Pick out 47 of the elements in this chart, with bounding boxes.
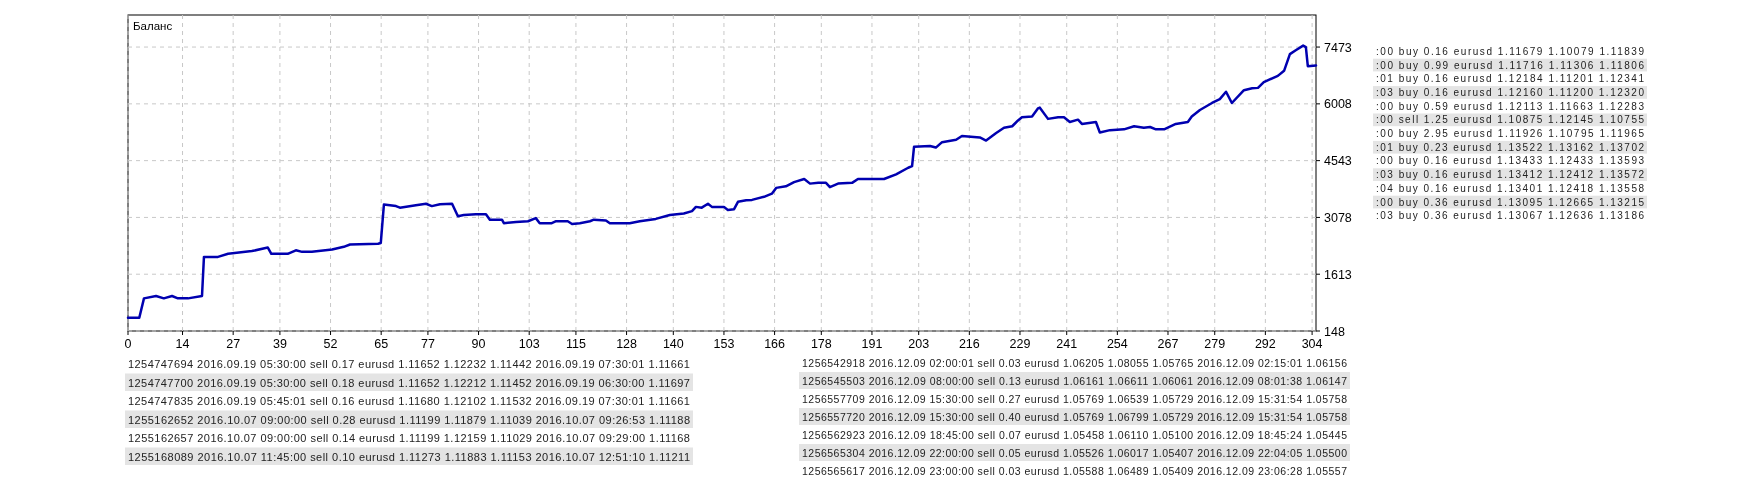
- x-tick-label: 90: [471, 337, 486, 351]
- text: 1256557709 2016.12.09 15:30:00 sell 0.27 eurusd 1.05769 1.06539 1.05729 2016.12.09 15:31:54 1.05758: [802, 392, 1348, 405]
- x-tick-label: 203: [908, 337, 930, 351]
- y-tick-label: 1613: [1324, 267, 1352, 282]
- text: :00 buy 0.16 eurusd 1.11679 1.10079 1.11839: [1376, 45, 1645, 57]
- y-tick-label: 148: [1324, 324, 1345, 339]
- text: :00 buy 0.16 eurusd 1.13433 1.12433 1.13593: [1376, 155, 1645, 167]
- x-tick-label: 229: [1009, 337, 1031, 351]
- x-tick-label: 279: [1204, 337, 1226, 351]
- x-tick-label: 292: [1254, 337, 1276, 351]
- x-tick-label: 140: [662, 337, 684, 351]
- x-tick-label: 128: [616, 337, 638, 351]
- line-series: [126, 44, 1318, 319]
- x-tick-label: 39: [272, 337, 287, 351]
- x-tick-label: 52: [323, 337, 338, 351]
- y-tick-label: 3078: [1324, 210, 1352, 225]
- text: 1256562923 2016.12.09 18:45:00 sell 0.07 eurusd 1.05458 1.06110 1.05100 2016.12.09 18:45:24 1.05445: [802, 428, 1348, 441]
- x-tick-label: 115: [565, 337, 586, 351]
- chart-title: Баланс: [133, 20, 173, 32]
- x-tick-label: 267: [1157, 337, 1179, 351]
- x-tick-label: 0: [124, 337, 132, 351]
- text: 1255162657 2016.10.07 09:00:00 sell 0.14 eurusd 1.11199 1.12159 1.11029 2016.10.07 09:29:00 1.11168: [128, 432, 690, 445]
- text: :01 buy 0.16 eurusd 1.12184 1.11201 1.12341: [1376, 73, 1645, 85]
- text: 1254747694 2016.09.19 05:30:00 sell 0.17 eurusd 1.11652 1.12232 1.11442 2016.09.19 07:30:01 1.11661: [128, 358, 690, 371]
- x-tick-label: 191: [861, 337, 883, 351]
- x-tick-label: 27: [226, 337, 241, 351]
- x-tick-label: 166: [764, 337, 786, 351]
- text: 1256565617 2016.12.09 23:00:00 sell 0.03 eurusd 1.05588 1.06489 1.05409 2016.12.09 23:06:28 1.05557: [802, 464, 1348, 477]
- x-tick-label: 178: [810, 337, 832, 351]
- y-tick-label: 4543: [1324, 154, 1352, 169]
- x-tick-label: 216: [958, 337, 980, 351]
- x-tick-label: 254: [1106, 337, 1128, 351]
- x-tick-label: 14: [175, 337, 190, 351]
- text: 1254747835 2016.09.19 05:45:01 sell 0.16 eurusd 1.11680 1.12102 1.11532 2016.09.19 07:30:01 1.11661: [128, 395, 690, 408]
- text: 1256542918 2016.12.09 02:00:01 sell 0.03 eurusd 1.06205 1.08055 1.05765 2016.12.09 02:15:01 1.06156: [802, 356, 1348, 369]
- x-tick-label: 77: [420, 337, 435, 351]
- y-tick-label: 7473: [1324, 40, 1352, 55]
- x-tick-label: 103: [518, 337, 540, 351]
- x-tick-label: 153: [713, 337, 735, 351]
- text: :00 buy 2.95 eurusd 1.11926 1.10795 1.11965: [1376, 128, 1645, 140]
- text: :03 buy 0.36 eurusd 1.13067 1.12636 1.13186: [1376, 210, 1645, 222]
- text: :04 buy 0.16 eurusd 1.13401 1.12418 1.13558: [1376, 182, 1645, 194]
- y-tick-label: 6008: [1324, 97, 1352, 112]
- x-tick-label: 241: [1056, 337, 1078, 351]
- text: :00 buy 0.59 eurusd 1.12113 1.11663 1.12283: [1376, 100, 1645, 112]
- x-tick-label: 304: [1301, 337, 1323, 351]
- x-tick-label: 65: [374, 337, 389, 351]
